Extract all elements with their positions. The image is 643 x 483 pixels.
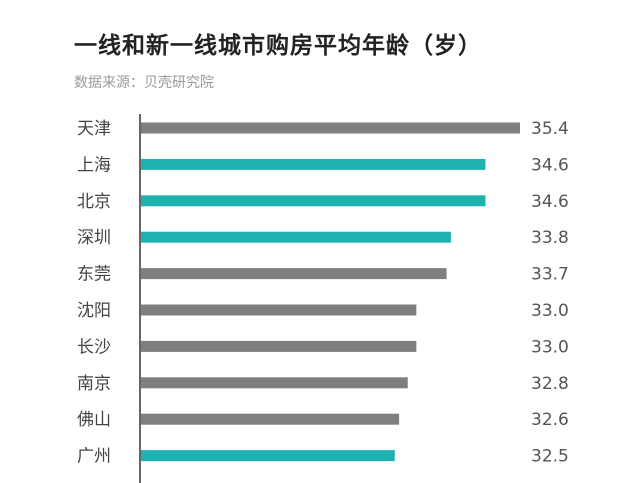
bar-1 — [141, 158, 486, 170]
bar-2 — [141, 195, 486, 207]
value-label: 32.8 — [531, 374, 569, 394]
bar-4 — [141, 268, 447, 280]
bar-6 — [141, 340, 417, 352]
category-label: 深圳 — [77, 228, 111, 248]
chart-title: 一线和新一线城市购房平均年龄（岁） — [74, 33, 482, 59]
bar-8 — [141, 413, 400, 425]
value-label: 33.0 — [531, 337, 569, 357]
category-label: 广州 — [77, 447, 111, 467]
data-source: 数据来源：贝壳研究院 — [74, 75, 214, 91]
category-label: 北京 — [77, 192, 111, 212]
category-label: 佛山 — [77, 410, 111, 430]
category-label: 天津 — [77, 119, 111, 139]
bar-5 — [141, 304, 417, 316]
value-label: 33.7 — [531, 265, 569, 285]
category-label: 上海 — [77, 155, 111, 175]
value-label: 34.6 — [531, 155, 569, 175]
value-label: 34.6 — [531, 192, 569, 212]
bar-0 — [141, 122, 520, 134]
value-label: 33.0 — [531, 301, 569, 321]
value-label: 33.8 — [531, 228, 569, 248]
bar-3 — [141, 231, 451, 243]
category-label: 长沙 — [77, 337, 111, 357]
category-label: 南京 — [77, 374, 111, 394]
category-label: 沈阳 — [77, 301, 111, 321]
bar-7 — [141, 377, 408, 389]
value-label: 32.6 — [531, 410, 569, 430]
value-label: 35.4 — [531, 119, 569, 139]
value-label: 32.5 — [531, 447, 569, 467]
bar-9 — [141, 450, 395, 462]
category-label: 东莞 — [77, 265, 111, 285]
